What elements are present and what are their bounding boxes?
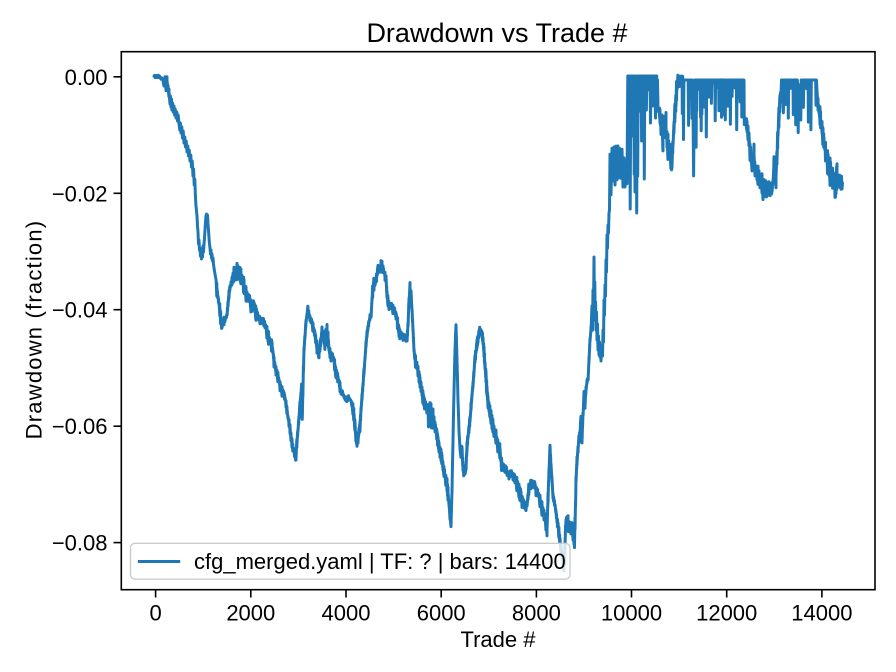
svg-text:Drawdown (fraction): Drawdown (fraction) [22,220,47,440]
svg-text:−0.08: −0.08 [52,531,108,556]
svg-text:Trade #: Trade # [460,627,536,652]
svg-text:12000: 12000 [696,600,757,625]
svg-text:2000: 2000 [226,600,275,625]
svg-text:cfg_merged.yaml | TF: ? | bars: cfg_merged.yaml | TF: ? | bars: 14400 [194,549,566,574]
svg-text:14000: 14000 [791,600,852,625]
svg-text:Drawdown vs Trade #: Drawdown vs Trade # [366,18,627,48]
svg-text:6000: 6000 [417,600,466,625]
svg-text:−0.06: −0.06 [52,414,108,439]
svg-text:0: 0 [149,600,161,625]
svg-text:−0.04: −0.04 [52,298,108,323]
svg-text:0.00: 0.00 [65,65,108,90]
svg-text:8000: 8000 [512,600,561,625]
svg-text:−0.02: −0.02 [52,181,108,206]
svg-text:4000: 4000 [322,600,371,625]
svg-text:10000: 10000 [601,600,662,625]
